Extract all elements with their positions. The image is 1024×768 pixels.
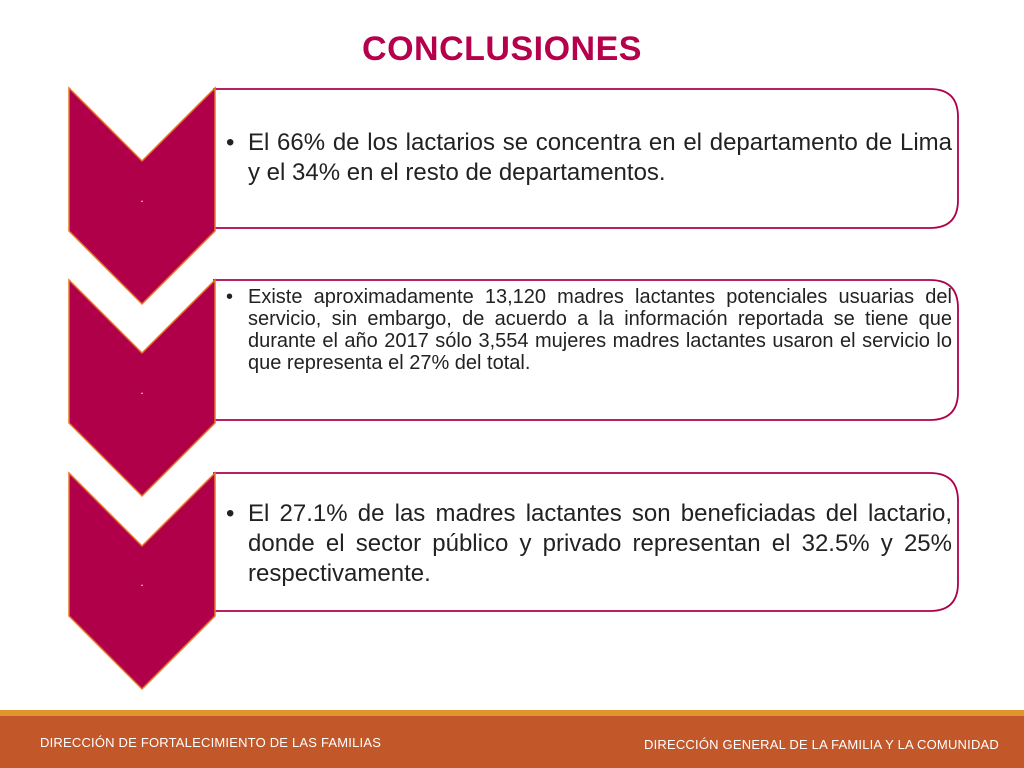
footer-bar: DIRECCIÓN DE FORTALECIMIENTO DE LAS FAMI…	[0, 716, 1024, 768]
step-1-text: El 66% de los lactarios se concentra en …	[248, 129, 952, 186]
step-3-content: • El 27.1% de las madres lactantes son b…	[226, 499, 952, 589]
bullet-icon: •	[226, 129, 235, 156]
chevron-2-marker: .	[140, 383, 143, 397]
bullet-icon: •	[226, 500, 235, 527]
footer-left-label: DIRECCIÓN DE FORTALECIMIENTO DE LAS FAMI…	[40, 735, 382, 750]
bullet-icon: •	[226, 286, 234, 308]
chevron-1-marker: .	[140, 191, 143, 205]
chevron-3-marker: .	[140, 575, 143, 589]
footer-accent-line	[0, 710, 1024, 716]
footer-right-label: DIRECCIÓN GENERAL DE LA FAMILIA Y LA COM…	[643, 737, 999, 752]
step-2-content: • Existe aproximadamente 13,120 madres l…	[226, 286, 952, 374]
content-box-1	[213, 88, 959, 229]
step-1-content: • El 66% de los lactarios se concentra e…	[226, 128, 952, 188]
content-box-3	[213, 472, 959, 612]
chevron-3	[68, 471, 216, 691]
step-2-text: Existe aproximadamente 13,120 madres lac…	[248, 286, 952, 374]
slide-title: CONCLUSIONES	[362, 30, 642, 68]
chevron-1	[68, 86, 216, 306]
chevron-2	[68, 278, 216, 498]
content-box-2	[213, 279, 959, 421]
step-3-text: El 27.1% de las madres lactantes son ben…	[248, 500, 952, 587]
